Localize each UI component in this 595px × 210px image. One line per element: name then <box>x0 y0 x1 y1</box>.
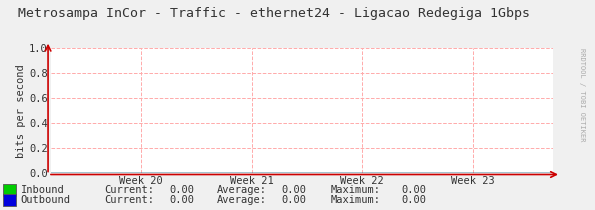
Y-axis label: bits per second: bits per second <box>16 64 26 158</box>
Text: Current:: Current: <box>104 195 154 205</box>
Text: Average:: Average: <box>217 195 267 205</box>
Text: Metrosampa InCor - Traffic - ethernet24 - Ligacao Redegiga 1Gbps: Metrosampa InCor - Traffic - ethernet24 … <box>18 7 530 20</box>
Text: 0.00: 0.00 <box>281 195 306 205</box>
Text: Maximum:: Maximum: <box>330 195 380 205</box>
Text: Outbound: Outbound <box>21 195 71 205</box>
Text: 0.00: 0.00 <box>170 185 195 195</box>
Text: Inbound: Inbound <box>21 185 65 195</box>
Text: Current:: Current: <box>104 185 154 195</box>
Text: 0.00: 0.00 <box>281 185 306 195</box>
Text: RRDTOOL / TOBI OETIKER: RRDTOOL / TOBI OETIKER <box>579 48 585 141</box>
Text: Maximum:: Maximum: <box>330 185 380 195</box>
Text: 0.00: 0.00 <box>170 195 195 205</box>
Text: 0.00: 0.00 <box>402 195 427 205</box>
Text: Average:: Average: <box>217 185 267 195</box>
Text: 0.00: 0.00 <box>402 185 427 195</box>
